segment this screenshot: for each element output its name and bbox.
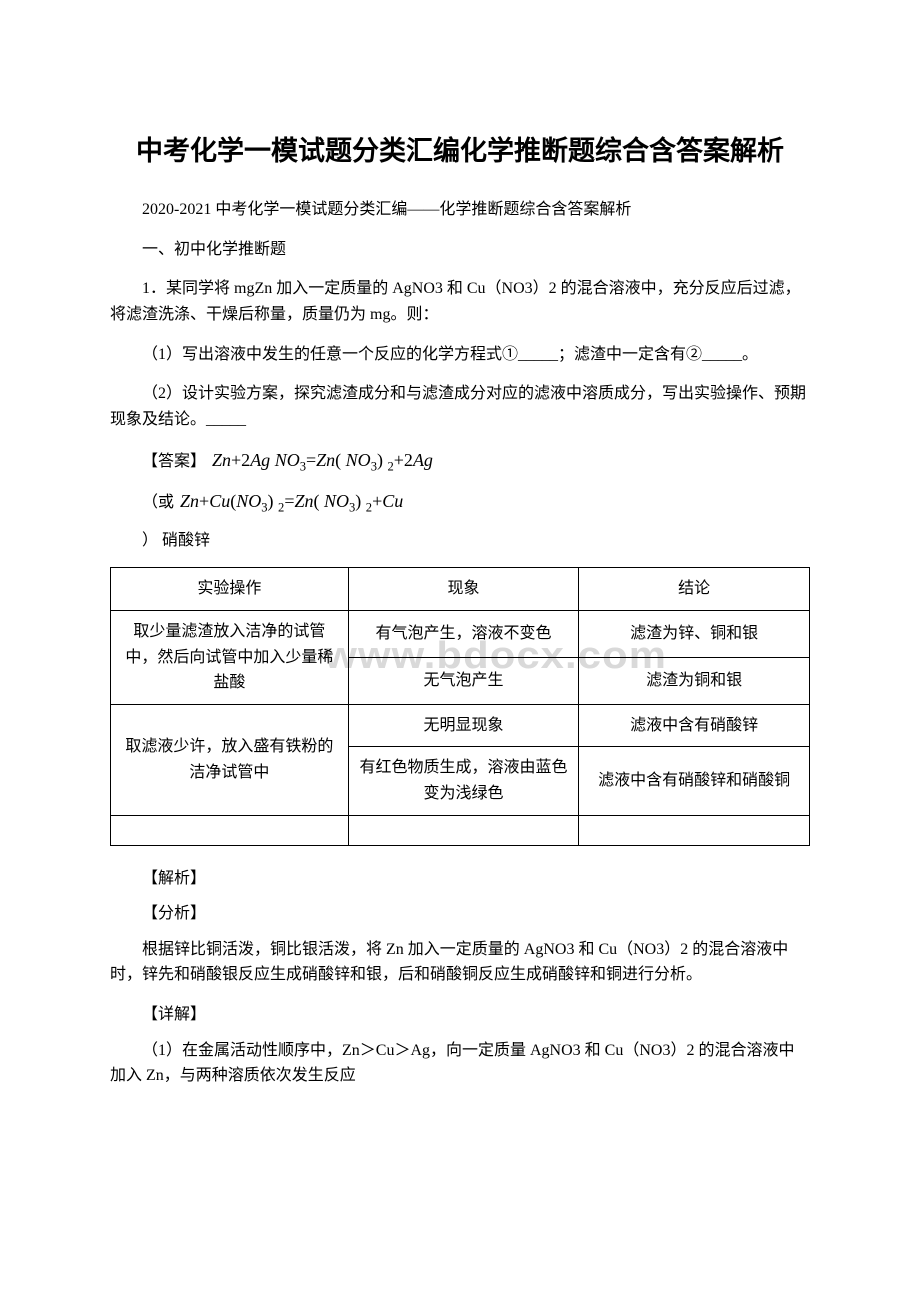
table-header: 现象 (348, 568, 579, 611)
table-header-row: 实验操作 现象 结论 (111, 568, 810, 611)
table-cell-observation: 有红色物质生成，溶液由蓝色变为浅绿色 (348, 747, 579, 815)
table-empty-row (111, 815, 810, 845)
or-label: （或 (142, 490, 174, 516)
table-cell-conclusion: 滤液中含有硝酸锌 (579, 704, 810, 747)
close-paren-text: ） 硝酸锌 (110, 528, 810, 554)
subtitle-text: 2020-2021 中考化学一模试题分类汇编——化学推断题综合含答案解析 (110, 197, 810, 223)
table-row: 取少量滤渣放入洁净的试管中，然后向试管中加入少量稀盐酸 有气泡产生，溶液不变色 … (111, 611, 810, 658)
detail-text: （1）在金属活动性顺序中，Zn＞Cu＞Ag，向一定质量 AgNO3 和 Cu（N… (110, 1038, 810, 1089)
table-header: 实验操作 (111, 568, 349, 611)
section-heading: 一、初中化学推断题 (110, 237, 810, 263)
analysis-label: 【解析】 (110, 866, 810, 892)
page-title: 中考化学一模试题分类汇编化学推断题综合含答案解析 (110, 130, 810, 173)
table-cell-operation: 取滤液少许，放入盛有铁粉的洁净试管中 (111, 704, 349, 815)
question-part2: （2）设计实验方案，探究滤渣成分和与滤渣成分对应的滤液中溶质成分，写出实验操作、… (110, 381, 810, 432)
detail-label: 【详解】 (110, 1002, 810, 1028)
table-cell-observation: 无明显现象 (348, 704, 579, 747)
table-empty-cell (348, 815, 579, 845)
formula-2: Zn+Cu(NO3) 2=Zn( NO3) 2+Cu (180, 487, 403, 518)
fenxi-label: 【分析】 (110, 901, 810, 927)
question-intro: 1．某同学将 mgZn 加入一定质量的 AgNO3 和 Cu（NO3）2 的混合… (110, 276, 810, 327)
answer-formula-1: 【答案】 Zn+2Ag NO3=Zn( NO3) 2+2Ag (142, 446, 810, 477)
table-cell-conclusion: 滤液中含有硝酸锌和硝酸铜 (579, 747, 810, 815)
table-cell-observation: 有气泡产生，溶液不变色 (348, 611, 579, 658)
analysis-text: 根据锌比铜活泼，铜比银活泼，将 Zn 加入一定质量的 AgNO3 和 Cu（NO… (110, 937, 810, 988)
experiment-table: 实验操作 现象 结论 取少量滤渣放入洁净的试管中，然后向试管中加入少量稀盐酸 有… (110, 567, 810, 845)
table-cell-observation: 无气泡产生 (348, 657, 579, 704)
table-cell-operation: 取少量滤渣放入洁净的试管中，然后向试管中加入少量稀盐酸 (111, 611, 349, 705)
answer-label: 【答案】 (142, 449, 206, 475)
table-header: 结论 (579, 568, 810, 611)
table-row: 取滤液少许，放入盛有铁粉的洁净试管中 无明显现象 滤液中含有硝酸锌 (111, 704, 810, 747)
question-part1: （1）写出溶液中发生的任意一个反应的化学方程式①_____；滤渣中一定含有②__… (110, 342, 810, 368)
table-empty-cell (111, 815, 349, 845)
table-cell-conclusion: 滤渣为铜和银 (579, 657, 810, 704)
formula-1: Zn+2Ag NO3=Zn( NO3) 2+2Ag (212, 446, 433, 477)
table-empty-cell (579, 815, 810, 845)
answer-formula-2: （或 Zn+Cu(NO3) 2=Zn( NO3) 2+Cu (142, 487, 810, 518)
table-cell-conclusion: 滤渣为锌、铜和银 (579, 611, 810, 658)
